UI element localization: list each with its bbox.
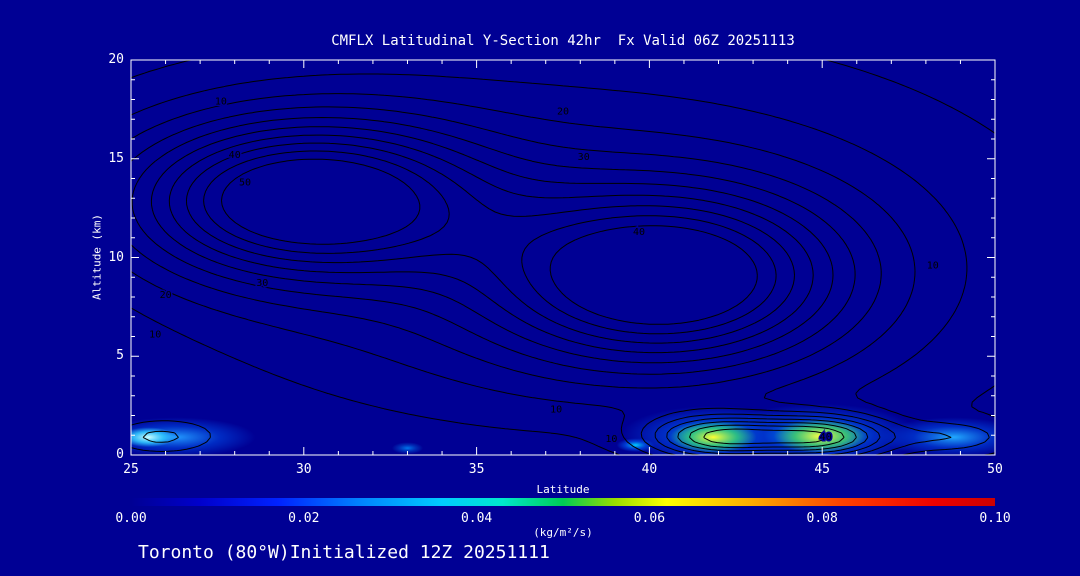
x-axis-label: Latitude — [536, 483, 590, 496]
chart-title: CMFLX Latitudinal Y-Section 42hr Fx Vali… — [331, 33, 795, 49]
contour-level-40 — [186, 142, 845, 449]
footer-text: Toronto (80°W)Initialized 12Z 20251111 — [138, 542, 550, 563]
contour-level-50 — [221, 158, 758, 325]
x-tick-label: 30 — [295, 462, 312, 477]
contour-label: 10 — [550, 405, 562, 416]
x-tick-label: 45 — [814, 462, 831, 477]
colorbar-unit-label: (kg/m²/s) — [533, 526, 593, 539]
contour-level-15 — [131, 93, 952, 455]
y-tick-label: 15 — [108, 150, 124, 166]
contour-label: 20 — [160, 290, 172, 301]
contour-label: 50 — [239, 177, 251, 188]
colorbar-tick-label: 0.06 — [633, 511, 666, 526]
contour-label-layer: 10 40 50 20 10 30 20 30 40 10 10 10 40 — [148, 95, 941, 447]
y-tick-label: 10 — [108, 249, 124, 265]
contour-label: 40 — [820, 432, 832, 443]
contour-label: 40 — [633, 227, 645, 238]
contour-label: 10 — [605, 434, 617, 445]
contour-level-20 — [131, 106, 896, 455]
y-tick-label: 20 — [108, 52, 124, 67]
contour-level-30 — [150, 126, 869, 455]
contour-lines — [131, 60, 995, 455]
x-tick-label: 40 — [641, 462, 658, 477]
x-tick-label: 35 — [468, 462, 485, 477]
contour-label: 10 — [149, 330, 161, 341]
x-tick-label: 50 — [987, 462, 1003, 477]
colorbar-tick-label: 0.02 — [288, 511, 320, 526]
contour-label: 40 — [229, 150, 241, 161]
contour-label: 30 — [256, 278, 268, 289]
contour-label: 10 — [927, 260, 939, 271]
x-tick-label: 25 — [123, 462, 139, 477]
y-tick-label: 5 — [116, 348, 124, 364]
flux-blob — [391, 442, 424, 454]
colorbar-tick-label: 0.08 — [806, 511, 838, 526]
contour-level-35 — [168, 134, 857, 452]
colorbar-tick-label: 0.00 — [115, 511, 147, 526]
colorbar-gradient — [131, 498, 995, 506]
contour-level-5 — [131, 60, 995, 455]
flux-blob — [131, 427, 176, 448]
contour-level-25 — [131, 117, 881, 455]
colorbar-tick-label: 0.04 — [460, 511, 493, 526]
contour-label: 30 — [578, 152, 590, 163]
colorbar-tick-label: 0.10 — [979, 511, 1011, 526]
axes-frame — [130, 59, 996, 456]
contour-level-45 — [203, 150, 829, 445]
contour-level-10 — [131, 73, 990, 455]
contour-label: 20 — [557, 106, 569, 117]
contour-label: 10 — [215, 97, 227, 108]
y-tick-label: 0 — [116, 447, 124, 462]
flux-blob — [880, 417, 995, 455]
